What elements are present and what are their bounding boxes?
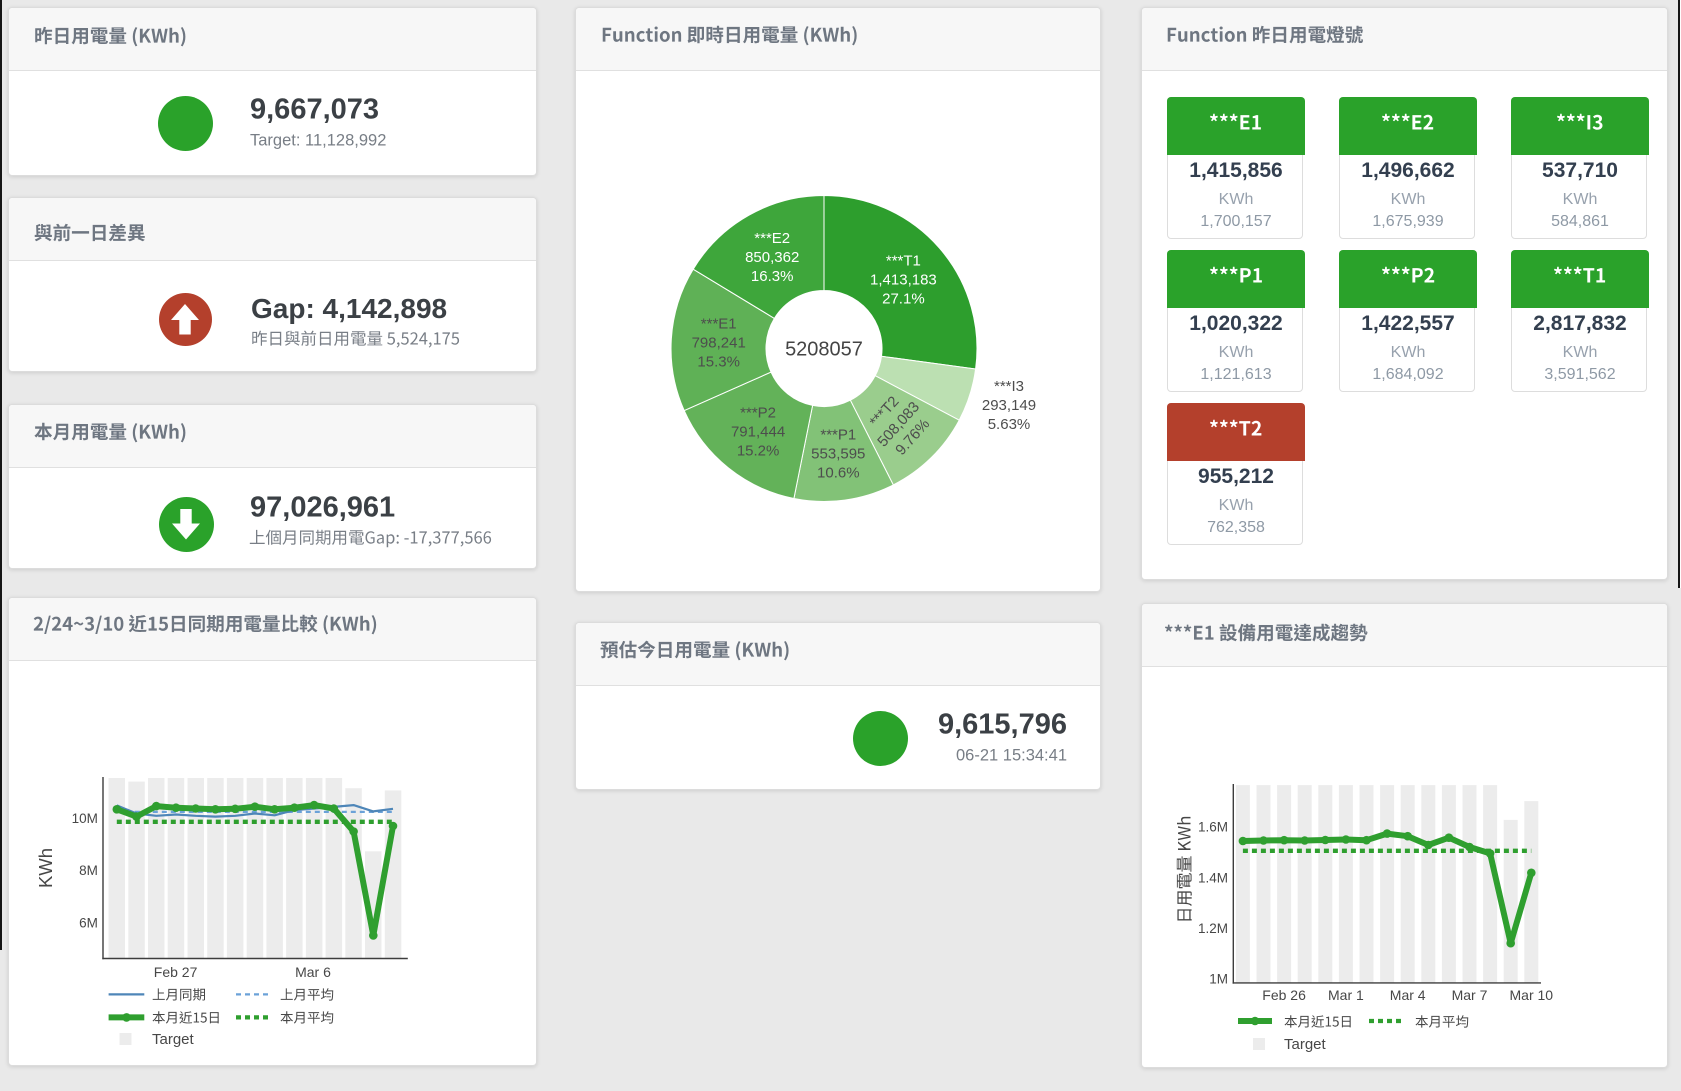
svg-text:15.3%: 15.3%	[697, 353, 740, 370]
svg-text:Mar 4: Mar 4	[1390, 987, 1426, 1003]
svg-text:1,413,183: 1,413,183	[870, 272, 937, 289]
svg-text:15.2%: 15.2%	[737, 442, 780, 459]
svg-text:Feb 27: Feb 27	[154, 964, 198, 980]
svg-text:***E2: ***E2	[754, 230, 790, 247]
svg-text:Mar 10: Mar 10	[1510, 987, 1554, 1003]
svg-text:1.6M: 1.6M	[1198, 820, 1228, 835]
svg-text:Target: Target	[152, 1031, 195, 1048]
svg-text:27.1%: 27.1%	[882, 291, 925, 308]
svg-text:8M: 8M	[79, 863, 98, 878]
svg-text:6M: 6M	[79, 915, 98, 930]
svg-text:798,241: 798,241	[692, 334, 746, 351]
svg-text:10M: 10M	[72, 811, 98, 826]
svg-text:5.63%: 5.63%	[988, 416, 1031, 433]
svg-text:***E1: ***E1	[701, 315, 737, 332]
svg-text:553,595: 553,595	[811, 446, 865, 463]
svg-text:791,444: 791,444	[731, 423, 785, 440]
svg-text:10.6%: 10.6%	[817, 465, 860, 482]
svg-text:1.2M: 1.2M	[1198, 921, 1228, 936]
svg-text:***T1: ***T1	[886, 253, 921, 270]
svg-text:16.3%: 16.3%	[751, 268, 794, 285]
svg-text:1.4M: 1.4M	[1198, 870, 1228, 885]
svg-text:***P2: ***P2	[740, 404, 776, 421]
svg-text:Feb 26: Feb 26	[1262, 987, 1306, 1003]
svg-text:Target: Target	[1284, 1036, 1327, 1053]
svg-text:293,149: 293,149	[982, 397, 1036, 414]
svg-text:***P1: ***P1	[820, 427, 856, 444]
svg-text:Mar 1: Mar 1	[1328, 987, 1364, 1003]
svg-text:5208057: 5208057	[785, 339, 863, 361]
svg-text:850,362: 850,362	[745, 249, 799, 266]
svg-text:***I3: ***I3	[994, 378, 1024, 395]
svg-text:1M: 1M	[1209, 972, 1228, 987]
svg-text:Mar 7: Mar 7	[1452, 987, 1488, 1003]
svg-text:Mar 6: Mar 6	[295, 964, 331, 980]
svg-text:KWh: KWh	[35, 848, 56, 888]
